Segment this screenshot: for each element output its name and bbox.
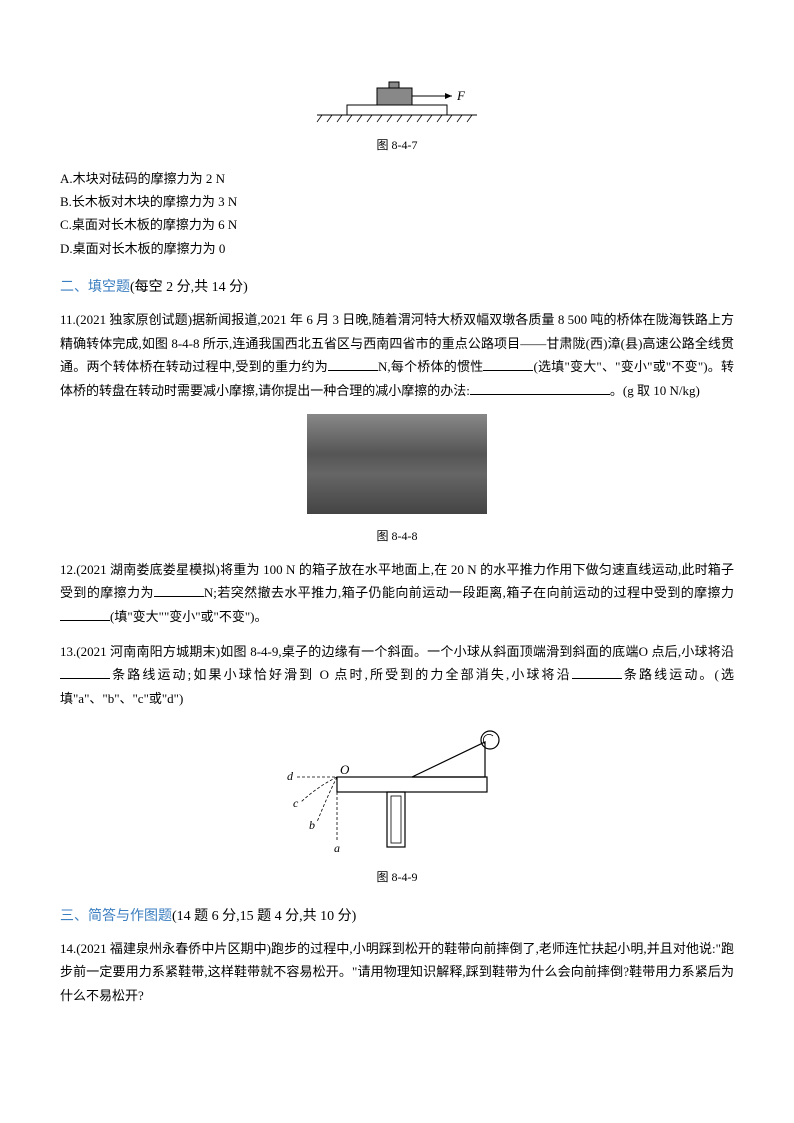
blank xyxy=(572,665,622,679)
svg-text:F: F xyxy=(456,88,466,103)
q14-text: 14.(2021 福建泉州永春侨中片区期中)跑步的过程中,小明踩到松开的鞋带向前… xyxy=(60,941,734,1003)
option-d: D.桌面对长木板的摩擦力为 0 xyxy=(60,237,734,260)
section-3-header: 三、简答与作图题(14 题 6 分,15 题 4 分,共 10 分) xyxy=(60,904,734,929)
blank xyxy=(483,357,533,371)
question-12: 12.(2021 湖南娄底娄星模拟)将重为 100 N 的箱子放在水平地面上,在… xyxy=(60,558,734,628)
blank xyxy=(328,357,378,371)
section-2-title: 二、填空题 xyxy=(60,280,130,295)
blank xyxy=(60,607,110,621)
q13-text1: 13.(2021 河南南阳方城期末)如图 8-4-9,桌子的边缘有一个斜面。一个… xyxy=(60,644,734,659)
q13-text2: 条路线运动;如果小球恰好滑到 O 点时,所受到的力全部消失,小球将沿 xyxy=(110,667,572,682)
blank xyxy=(60,665,110,679)
section-2-header: 二、填空题(每空 2 分,共 14 分) xyxy=(60,275,734,300)
question-11: 11.(2021 独家原创试题)据新闻报道,2021 年 6 月 3 日晚,随着… xyxy=(60,308,734,402)
diagram-block-force: F xyxy=(297,60,497,130)
question-14: 14.(2021 福建泉州永春侨中片区期中)跑步的过程中,小明踩到松开的鞋带向前… xyxy=(60,937,734,1007)
bridge-photo xyxy=(307,414,487,514)
figure-8-4-9: O d c b a 图 8-4-9 xyxy=(60,722,734,889)
question-10-options: A.木块对砝码的摩擦力为 2 N B.长木板对木块的摩擦力为 3 N C.桌面对… xyxy=(60,167,734,261)
svg-text:d: d xyxy=(287,769,294,783)
svg-text:b: b xyxy=(309,818,315,832)
blank xyxy=(154,583,204,597)
blank xyxy=(470,381,610,395)
option-a: A.木块对砝码的摩擦力为 2 N xyxy=(60,167,734,190)
figure-label-1: 图 8-4-7 xyxy=(60,135,734,157)
q12-text2: N;若突然撤去水平推力,箱子仍能向前运动一段距离,箱子在向前运动的过程中受到的摩… xyxy=(204,585,734,600)
svg-text:c: c xyxy=(293,796,299,810)
figure-8-4-8: 图 8-4-8 xyxy=(60,414,734,548)
figure-label-2: 图 8-4-8 xyxy=(60,526,734,548)
option-b: B.长木板对木块的摩擦力为 3 N xyxy=(60,190,734,213)
diagram-inclined-plane: O d c b a xyxy=(267,722,527,862)
question-13: 13.(2021 河南南阳方城期末)如图 8-4-9,桌子的边缘有一个斜面。一个… xyxy=(60,640,734,710)
section-3-title: 三、简答与作图题 xyxy=(60,909,172,924)
q11-text4: 。(g 取 10 N/kg) xyxy=(610,383,700,398)
option-c: C.桌面对长木板的摩擦力为 6 N xyxy=(60,213,734,236)
svg-text:a: a xyxy=(334,841,340,855)
q12-text3: (填"变大""变小"或"不变")。 xyxy=(110,609,268,624)
section-3-points: (14 题 6 分,15 题 4 分,共 10 分) xyxy=(172,909,356,924)
figure-label-3: 图 8-4-9 xyxy=(60,867,734,889)
svg-text:O: O xyxy=(340,762,350,777)
figure-8-4-7: F 图 8-4-7 xyxy=(60,60,734,157)
section-2-points: (每空 2 分,共 14 分) xyxy=(130,280,248,295)
q11-text2: N,每个桥体的惯性 xyxy=(378,359,483,374)
